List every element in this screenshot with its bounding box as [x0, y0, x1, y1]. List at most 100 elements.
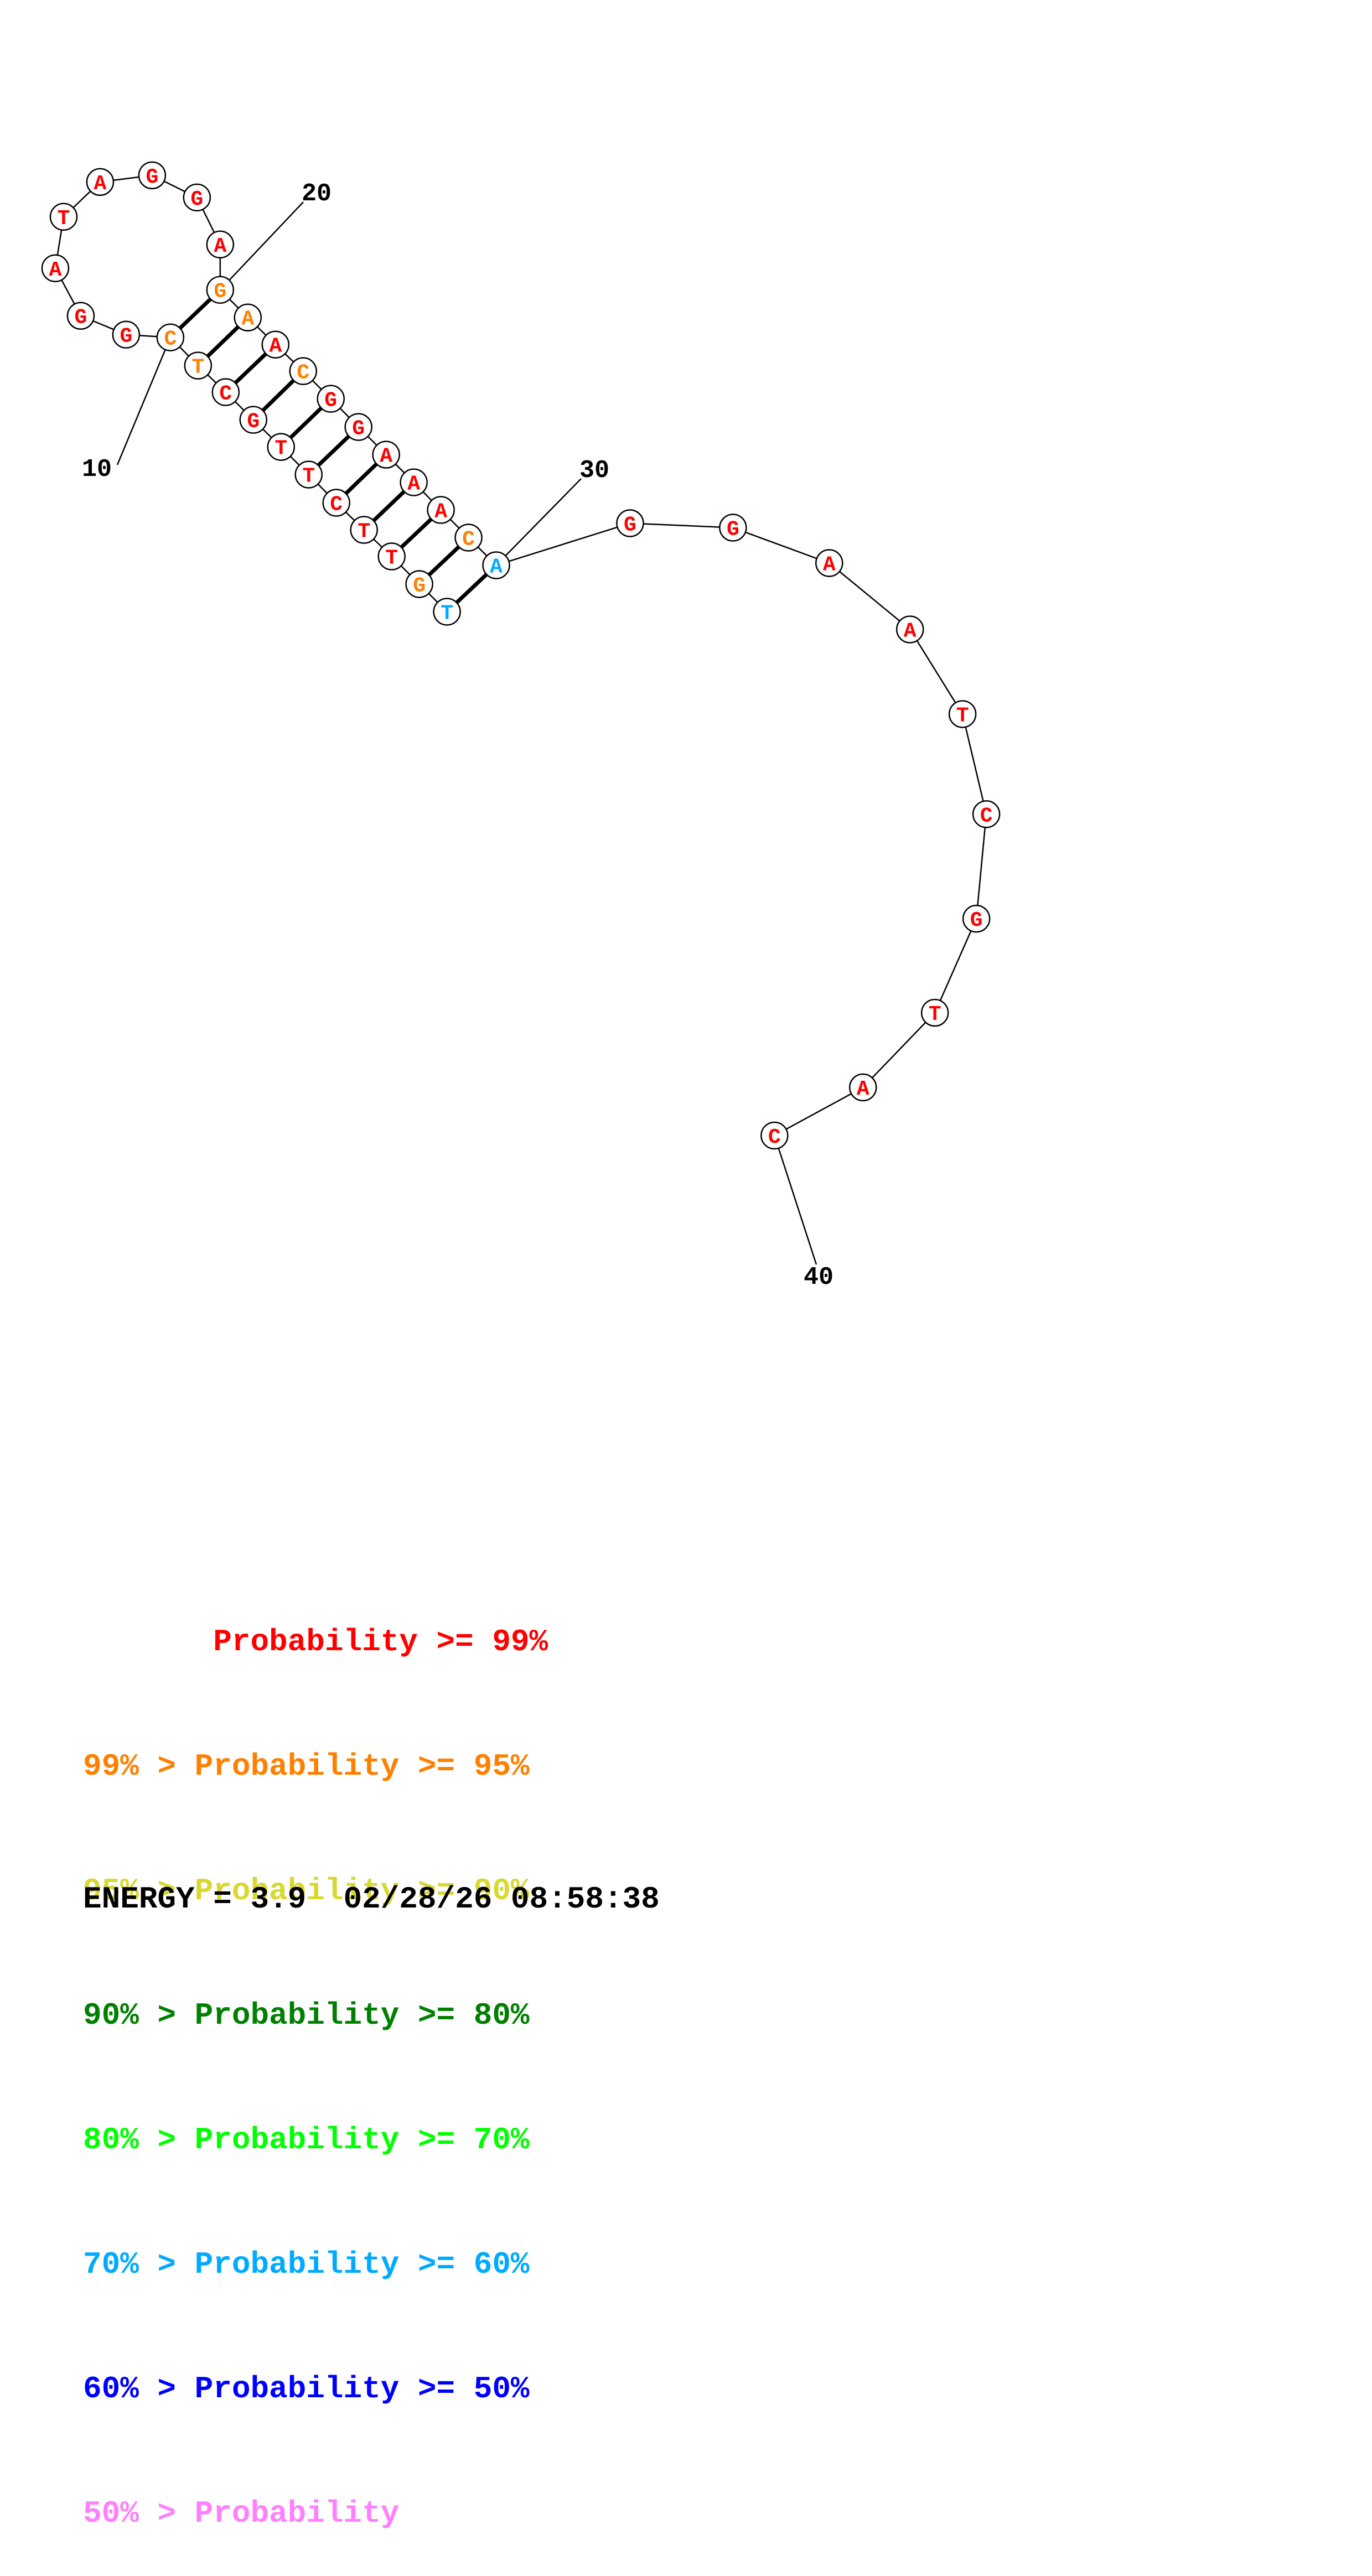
nucleotide-circle: [41, 254, 70, 283]
nucleotide-letter: T: [302, 465, 315, 489]
nucleotide-letter: T: [929, 1003, 941, 1027]
nucleotide-circle: [427, 496, 455, 524]
nucleotide: A: [372, 440, 400, 469]
nucleotide-letter: G: [413, 574, 426, 598]
nucleotide-letter: A: [49, 258, 62, 282]
nucleotide-letter: C: [297, 361, 309, 385]
legend-entry: 70% > Probability >= 60%: [83, 2247, 530, 2282]
nucleotide: T: [184, 351, 213, 380]
nucleotide-circle: [261, 330, 290, 359]
nucleotide-letter: A: [823, 553, 836, 577]
nucleotide-letter: C: [980, 804, 993, 828]
position-tick-label: 40: [804, 1263, 833, 1292]
nucleotide-letter: T: [358, 520, 370, 544]
nucleotide-circle: [138, 161, 167, 190]
nucleotide: A: [815, 549, 843, 577]
backbone-segment: [975, 814, 987, 919]
nucleotide: G: [719, 514, 747, 542]
backbone-segment: [829, 562, 910, 630]
legend-entry: 99% > Probability >= 95%: [83, 1749, 530, 1784]
nucleotide-letter: A: [904, 619, 917, 643]
nucleotide: G: [317, 385, 345, 413]
nucleotide-circle: [948, 700, 977, 728]
legend-entry: Probability >= 99%: [83, 1624, 548, 1660]
nucleotide-letter: A: [380, 445, 392, 469]
nucleotide-letter: A: [407, 473, 420, 496]
backbone-layer: [54, 174, 987, 1137]
position-tick-line: [495, 478, 582, 566]
nucleotide: A: [41, 254, 70, 283]
nucleotide: A: [261, 330, 290, 359]
position-tick-label: 30: [579, 457, 609, 485]
nucleotide-circle: [206, 276, 235, 304]
backbone-segment: [862, 1012, 936, 1088]
nucleotide: G: [405, 570, 433, 598]
nucleotide: G: [66, 302, 95, 330]
backbone-segment: [496, 522, 630, 566]
backbone-segment: [732, 527, 830, 564]
nucleotide-letter: G: [624, 514, 636, 537]
nucleotide-circle: [184, 351, 213, 380]
position-tick-label: 10: [82, 455, 112, 484]
nucleotide-letter: A: [94, 172, 107, 196]
nucleotide-circle: [848, 1073, 877, 1102]
position-tick-line: [774, 1135, 817, 1265]
nucleotide-circle: [322, 489, 350, 517]
legend-entry: 90% > Probability >= 80%: [83, 1998, 530, 2033]
nucleotide-circle: [962, 904, 991, 933]
nucleotide: G: [344, 413, 372, 441]
backbone-segment: [909, 629, 964, 715]
nucleotide-circle: [206, 230, 235, 259]
nucleotide-letter: C: [768, 1126, 781, 1149]
position-tick-line: [116, 337, 172, 465]
nucleotide: A: [234, 303, 262, 331]
nucleotide: T: [377, 542, 406, 571]
nucleotide-letter: C: [330, 493, 343, 517]
nucleotide-circle: [815, 549, 843, 577]
backbone-segment: [934, 918, 977, 1013]
nucleotide: A: [895, 615, 924, 644]
nucleotide-circle: [350, 516, 378, 544]
nucleotide: A: [848, 1073, 877, 1102]
nucleotide-circle: [433, 598, 461, 626]
position-tick-layer: 10 20 30 40: [82, 180, 833, 1292]
nucleotide: C: [972, 800, 1001, 828]
nucleotide-circle: [972, 800, 1001, 828]
nucleotide: G: [239, 406, 268, 434]
nucleotide-letter: T: [441, 602, 453, 625]
nucleotide: C: [454, 524, 483, 552]
backbone-segment: [630, 522, 733, 528]
nucleotide-circle: [86, 168, 115, 196]
nucleotide-circle: [183, 183, 211, 212]
legend-entry: 80% > Probability >= 70%: [83, 2122, 530, 2158]
nucleotide: T: [433, 598, 461, 626]
nucleotide: T: [49, 203, 78, 231]
nucleotide-letter: G: [120, 325, 132, 349]
base-pair-layer: [169, 288, 498, 614]
nucleotide-letter: T: [956, 704, 969, 728]
nucleotide-circle: [760, 1121, 789, 1150]
nucleotide-circle: [112, 320, 141, 349]
nucleotide: A: [86, 168, 115, 196]
nucleotide-letter: T: [385, 547, 398, 571]
nucleotide: C: [211, 378, 240, 406]
nucleotide-letter: C: [219, 382, 232, 406]
nucleotide: T: [294, 460, 323, 489]
nucleotide-circle: [344, 413, 372, 441]
nucleotide-circle: [920, 998, 949, 1027]
nucleotide-circle: [719, 514, 747, 542]
nucleotide-letter: T: [275, 437, 287, 461]
nucleotide-circle: [66, 302, 95, 330]
nucleotide: G: [112, 320, 141, 349]
nucleotide-letter: A: [434, 500, 447, 524]
nucleotide-letter: G: [75, 306, 87, 330]
nucleotide: G: [962, 904, 991, 933]
nucleotide: A: [482, 551, 510, 579]
nucleotide-letter: A: [857, 1077, 869, 1101]
nucleotide-letter: G: [727, 518, 739, 542]
nucleotide: G: [138, 161, 167, 190]
nucleotide: C: [322, 489, 350, 517]
nucleotide-letter: G: [146, 165, 158, 189]
nucleotide-circle: [454, 524, 483, 552]
backbone-segment: [961, 714, 987, 815]
